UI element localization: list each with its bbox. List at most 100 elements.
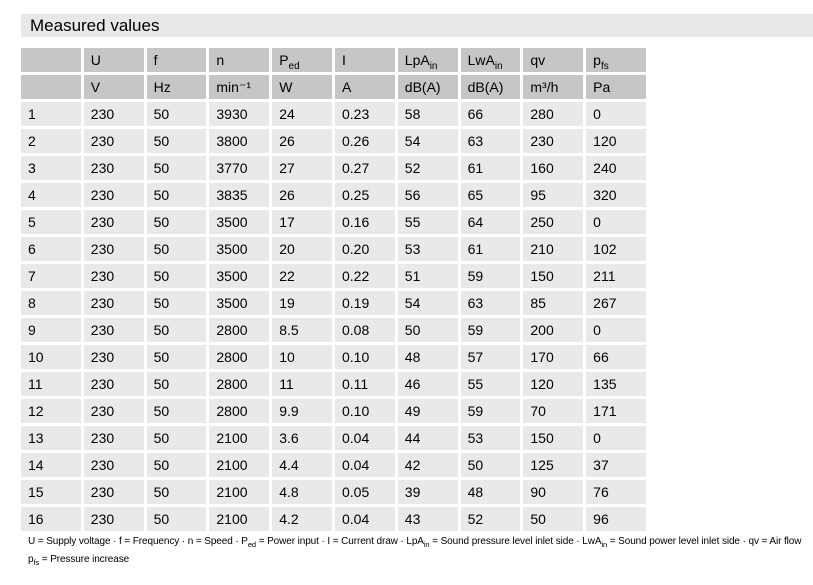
table-cell: 65 [460, 183, 521, 207]
table-cell: 230 [83, 372, 144, 396]
table-cell: 120 [586, 129, 646, 153]
table-cell: 3800 [209, 129, 270, 153]
table-cell: 76 [586, 480, 646, 504]
column-symbol-subscript: in [494, 60, 503, 72]
table-cell: 230 [83, 291, 144, 315]
table-cell: 53 [460, 426, 521, 450]
table-cell: 0.16 [334, 210, 395, 234]
table-cell: 4.2 [272, 507, 332, 531]
table-cell: 230 [83, 183, 144, 207]
table-cell: 3930 [209, 102, 270, 126]
table-cell: 2100 [209, 507, 270, 531]
table-cell: 50 [146, 264, 207, 288]
table-cell: 59 [460, 264, 521, 288]
table-cell: 27 [272, 156, 332, 180]
table-cell: 53 [397, 237, 458, 261]
table-cell: 240 [586, 156, 646, 180]
table-cell: 0.10 [334, 399, 395, 423]
table-cell: 3500 [209, 237, 270, 261]
legend-subscript: in [601, 540, 608, 549]
table-cell: 55 [397, 210, 458, 234]
legend-text: = Sound pressure level inlet side · LwA [429, 536, 602, 547]
table-cell: 9.9 [272, 399, 332, 423]
table-cell: 63 [460, 129, 521, 153]
column-unit-8: m³/h [523, 75, 584, 99]
row-number: 2 [21, 129, 81, 153]
table-row: 7 230 50 3500 22 0.22 51 59 150 211 [21, 264, 646, 288]
table-cell: 19 [272, 291, 332, 315]
table-cell: 44 [397, 426, 458, 450]
table-cell: 50 [146, 453, 207, 477]
column-header-n: n [209, 48, 270, 72]
legend-subscript: ed [247, 540, 257, 549]
table-cell: 2800 [209, 318, 270, 342]
table-cell: 57 [460, 345, 521, 369]
table-cell: 267 [586, 291, 646, 315]
table-cell: 63 [460, 291, 521, 315]
table-cell: 50 [146, 129, 207, 153]
row-number: 8 [21, 291, 81, 315]
table-cell: 3500 [209, 264, 270, 288]
table-cell: 3500 [209, 291, 270, 315]
table-cell: 61 [460, 237, 521, 261]
table-cell: 210 [523, 237, 584, 261]
table-cell: 96 [586, 507, 646, 531]
table-cell: 50 [146, 183, 207, 207]
column-unit-0 [21, 75, 81, 99]
table-cell: 49 [397, 399, 458, 423]
table-cell: 2800 [209, 399, 270, 423]
row-number: 10 [21, 345, 81, 369]
table-cell: 230 [83, 102, 144, 126]
legend-text: U = Supply voltage · f = Frequency · n =… [28, 536, 248, 547]
table-row: 15 230 50 2100 4.8 0.05 39 48 90 76 [21, 480, 646, 504]
table-cell: 90 [523, 480, 584, 504]
table-cell: 230 [83, 426, 144, 450]
table-cell: 50 [146, 291, 207, 315]
row-number: 5 [21, 210, 81, 234]
table-cell: 43 [397, 507, 458, 531]
column-header-u: U [83, 48, 144, 72]
legend-subscript: in [423, 540, 430, 549]
table-cell: 56 [397, 183, 458, 207]
legend-text: = Power input · I = Current draw · LpA [256, 536, 424, 547]
table-cell: 95 [523, 183, 584, 207]
table-cell: 50 [146, 102, 207, 126]
column-symbol: LpA [404, 52, 430, 68]
table-cell: 48 [460, 480, 521, 504]
column-unit-2: Hz [146, 75, 207, 99]
column-header-row-number [21, 48, 81, 72]
table-cell: 125 [523, 453, 584, 477]
table-cell: 66 [460, 102, 521, 126]
column-unit-6: dB(A) [397, 75, 458, 99]
table-cell: 0.20 [334, 237, 395, 261]
table-cell: 50 [397, 318, 458, 342]
table-cell: 48 [397, 345, 458, 369]
table-cell: 50 [146, 156, 207, 180]
table-cell: 2100 [209, 426, 270, 450]
table-row: 11 230 50 2800 11 0.11 46 55 120 135 [21, 372, 646, 396]
row-number: 15 [21, 480, 81, 504]
table-cell: 170 [523, 345, 584, 369]
column-header-lwain: LwAin [460, 48, 521, 72]
column-header-qv: qv [523, 48, 584, 72]
table-cell: 102 [586, 237, 646, 261]
table-cell: 2800 [209, 345, 270, 369]
table-cell: 230 [83, 318, 144, 342]
column-unit-4: W [272, 75, 332, 99]
table-cell: 50 [146, 237, 207, 261]
table-cell: 50 [146, 345, 207, 369]
table-cell: 0 [586, 210, 646, 234]
table-row: 16 230 50 2100 4.2 0.04 43 52 50 96 [21, 507, 646, 531]
column-symbol: p [593, 52, 601, 68]
legend-subscript: fs [33, 558, 40, 567]
row-number: 14 [21, 453, 81, 477]
legend-line-2: pfs = Pressure increase [28, 554, 808, 567]
table-cell: 3500 [209, 210, 270, 234]
table-cell: 59 [460, 399, 521, 423]
table-cell: 0.08 [334, 318, 395, 342]
row-number: 16 [21, 507, 81, 531]
table-cell: 58 [397, 102, 458, 126]
